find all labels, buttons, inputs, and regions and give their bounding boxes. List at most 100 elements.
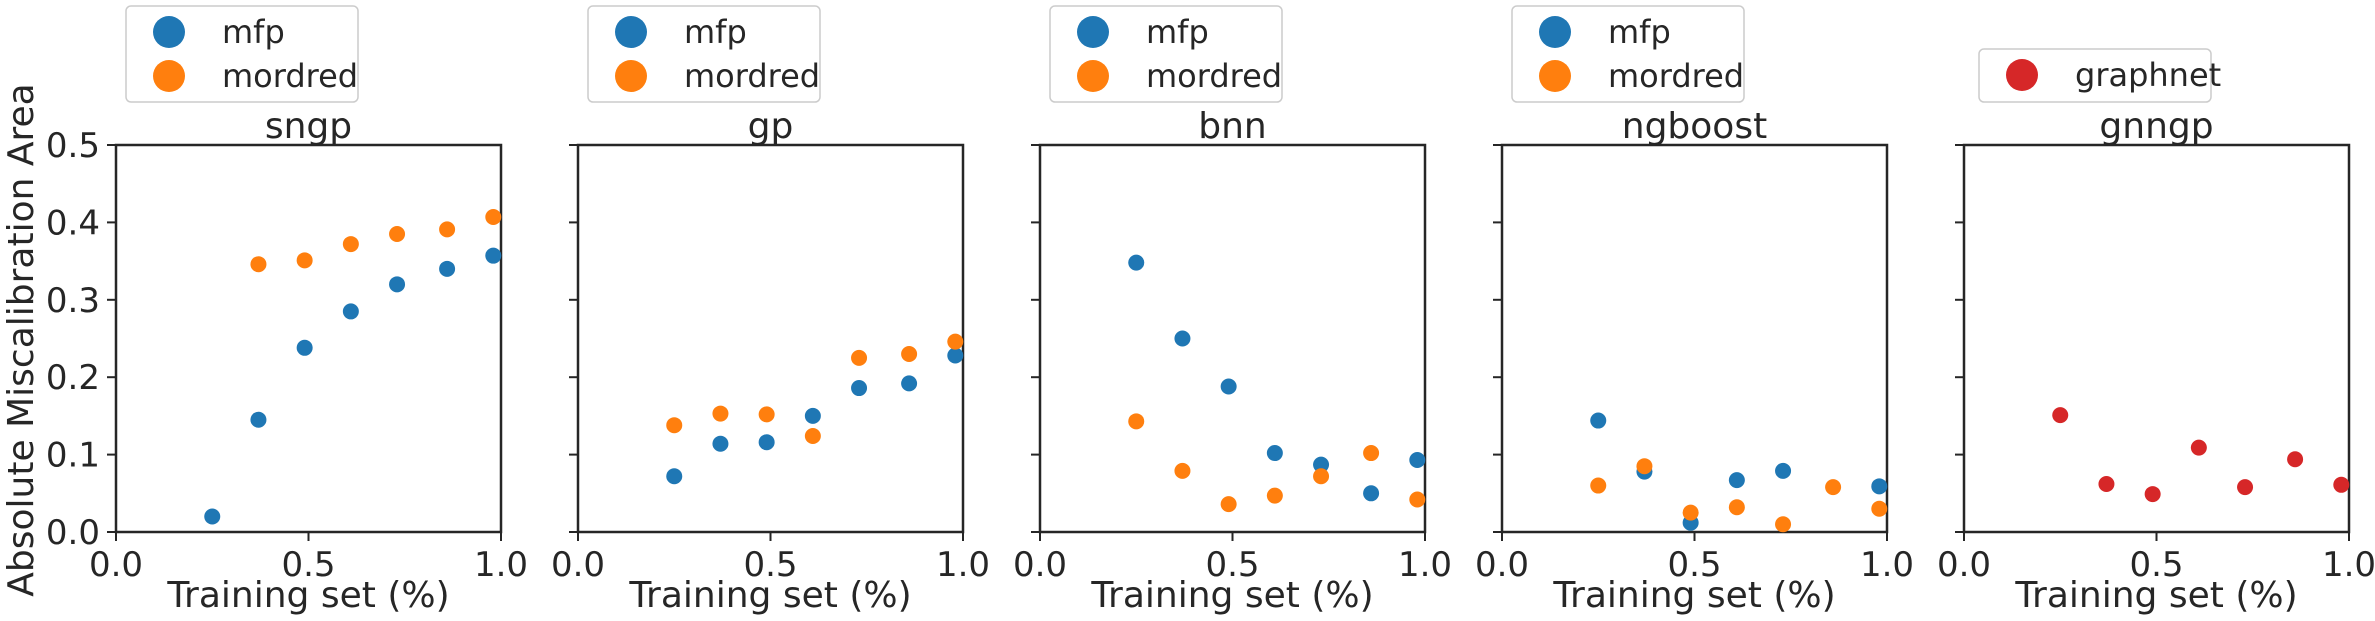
point-mordred bbox=[804, 428, 821, 445]
legend: mfp mordred bbox=[587, 5, 821, 103]
point-mordred bbox=[439, 221, 456, 238]
point-mfp bbox=[485, 247, 502, 264]
point-mordred bbox=[296, 252, 313, 269]
point-mordred bbox=[1363, 445, 1380, 462]
point-mordred bbox=[342, 236, 359, 253]
point-mfp bbox=[901, 375, 918, 392]
point-mfp bbox=[296, 339, 313, 356]
point-graphnet bbox=[2237, 479, 2254, 496]
legend-label-mordred: mordred bbox=[1146, 57, 1282, 95]
point-mordred bbox=[666, 417, 683, 434]
y-tick-label: 0.0 bbox=[46, 513, 100, 553]
x-tick-label: 1.0 bbox=[1860, 545, 1914, 585]
legend-marker-mordred bbox=[153, 60, 185, 92]
point-mfp bbox=[1871, 478, 1888, 495]
y-tick-label: 0.3 bbox=[46, 281, 100, 321]
panels: 0.0 0.1 0.2 0.3 0.4 0.5 0.0 0.5 1.0 Training set … bbox=[46, 5, 2375, 616]
point-mfp bbox=[250, 411, 267, 428]
point-mfp bbox=[758, 434, 775, 451]
point-mordred bbox=[1409, 491, 1426, 508]
point-mfp bbox=[1590, 412, 1607, 429]
x-tick-label: 0.0 bbox=[1475, 545, 1529, 585]
x-axis-label: Training set (%) bbox=[628, 575, 911, 616]
point-mfp bbox=[1128, 254, 1145, 271]
point-mordred bbox=[901, 345, 918, 362]
point-mordred bbox=[250, 256, 267, 273]
plot-frame bbox=[1038, 143, 1427, 534]
point-mordred bbox=[1128, 413, 1145, 430]
legend-marker-mfp bbox=[615, 16, 647, 48]
x-axis-label: Training set (%) bbox=[1552, 575, 1835, 616]
x-tick-label: 0.0 bbox=[89, 545, 143, 585]
legend-marker-mfp bbox=[1077, 16, 1109, 48]
panel-ngboost: 0.0 0.5 1.0 Training set (%) ngboost mfp mordr… bbox=[1475, 5, 1914, 616]
point-mfp bbox=[1363, 485, 1380, 502]
point-mordred bbox=[1825, 479, 1842, 496]
legend-label-mordred: mordred bbox=[222, 57, 358, 95]
panel-title: gnngp bbox=[2099, 106, 2213, 147]
point-graphnet bbox=[2098, 476, 2115, 493]
point-mfp bbox=[1266, 445, 1283, 462]
point-graphnet bbox=[2287, 451, 2304, 468]
x-axis-label: Training set (%) bbox=[166, 575, 449, 616]
panel-title: bnn bbox=[1198, 106, 1266, 147]
point-mfp bbox=[1220, 378, 1237, 395]
x-tick-label: 0.5 bbox=[1667, 545, 1721, 585]
point-mordred bbox=[712, 405, 729, 422]
x-axis-label: Training set (%) bbox=[1090, 575, 1373, 616]
panel-title: ngboost bbox=[1622, 106, 1767, 147]
point-mfp bbox=[342, 303, 359, 320]
legend: mfp mordred bbox=[125, 5, 359, 103]
point-mordred bbox=[1174, 462, 1191, 479]
point-mordred bbox=[1636, 458, 1653, 475]
y-tick-label: 0.5 bbox=[46, 126, 100, 166]
legend-marker-mfp bbox=[1539, 16, 1571, 48]
legend: mfp mordred bbox=[1511, 5, 1745, 103]
point-mfp bbox=[712, 435, 729, 452]
y-tick-label: 0.1 bbox=[46, 436, 100, 476]
x-tick-label: 1.0 bbox=[474, 545, 528, 585]
legend-marker-mfp bbox=[153, 16, 185, 48]
point-mordred bbox=[1220, 496, 1237, 513]
y-tick-label: 0.4 bbox=[46, 203, 100, 243]
point-mfp bbox=[1313, 456, 1330, 473]
point-mfp bbox=[851, 380, 868, 397]
point-mordred bbox=[1728, 499, 1745, 516]
x-tick-label: 0.5 bbox=[2129, 545, 2183, 585]
plot-frame bbox=[1500, 143, 1889, 534]
point-mfp bbox=[1174, 330, 1191, 347]
point-mordred bbox=[1871, 500, 1888, 517]
point-mordred bbox=[485, 208, 502, 225]
legend-label-mfp: mfp bbox=[1608, 13, 1671, 51]
panel-gp: 0.0 0.5 1.0 Training set (%) gp mfp mordred bbox=[551, 5, 990, 616]
point-graphnet bbox=[2052, 407, 2069, 424]
point-mordred bbox=[1775, 516, 1792, 533]
legend-box bbox=[1978, 48, 2212, 103]
legend-label-mfp: mfp bbox=[1146, 13, 1209, 51]
point-mfp bbox=[439, 260, 456, 277]
legend-marker-graphnet bbox=[2006, 59, 2038, 91]
panel-bnn: 0.0 0.5 1.0 Training set (%) bnn mfp mordred bbox=[1013, 5, 1452, 616]
x-tick-label: 0.5 bbox=[743, 545, 797, 585]
x-tick-label: 1.0 bbox=[936, 545, 990, 585]
plot-frame bbox=[576, 143, 965, 534]
legend: graphnet bbox=[1978, 48, 2221, 103]
point-mfp bbox=[204, 508, 221, 525]
panel-title: sngp bbox=[265, 106, 352, 147]
point-mordred bbox=[1313, 468, 1330, 485]
x-tick-label: 0.5 bbox=[1205, 545, 1259, 585]
point-mfp bbox=[666, 468, 683, 485]
x-axis-label: Training set (%) bbox=[2014, 575, 2297, 616]
point-mordred bbox=[758, 406, 775, 423]
point-mfp bbox=[1728, 472, 1745, 489]
panel-title: gp bbox=[748, 106, 794, 147]
point-mfp bbox=[389, 276, 406, 293]
legend-label-mfp: mfp bbox=[222, 13, 285, 51]
plot-frame bbox=[114, 143, 503, 534]
x-tick-label: 0.0 bbox=[551, 545, 605, 585]
point-mordred bbox=[851, 349, 868, 366]
point-graphnet bbox=[2190, 439, 2207, 456]
x-tick-label: 0.0 bbox=[1937, 545, 1991, 585]
point-mordred bbox=[1682, 504, 1699, 521]
